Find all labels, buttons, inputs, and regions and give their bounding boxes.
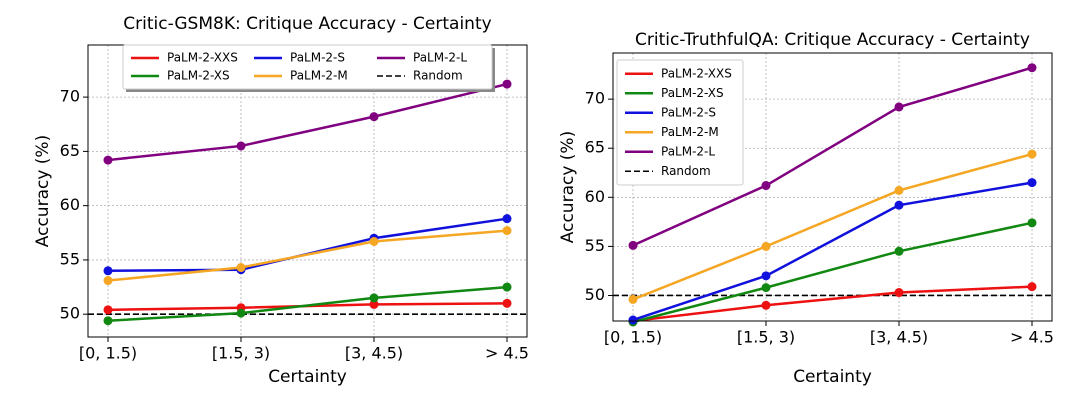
series-line	[632, 181, 1033, 322]
chart-title: Critic-TruthfulQA: Critique Accuracy - C…	[635, 30, 1030, 50]
data-point	[236, 141, 246, 151]
x-axis-label: Certainty	[793, 367, 872, 387]
legend-label: PaLM-2-L	[661, 144, 715, 158]
legend-label: PaLM-2-M	[661, 125, 719, 139]
data-point	[502, 214, 512, 224]
x-tick-label: [3, 4.5)	[345, 344, 403, 363]
data-point	[369, 299, 379, 309]
legend-label: PaLM-2-XXS	[167, 51, 238, 65]
y-axis-label: Accuracy (%)	[33, 135, 53, 247]
series-line	[107, 229, 508, 282]
y-tick-label: 50	[585, 285, 605, 304]
data-point	[761, 181, 771, 191]
y-tick-label: 70	[585, 89, 605, 108]
data-point	[502, 298, 512, 308]
x-tick-label: > 4.5	[1010, 328, 1054, 347]
y-axis-label: Accuracy (%)	[558, 131, 578, 243]
data-point	[761, 300, 771, 310]
series-line	[632, 66, 1033, 247]
y-tick-label: 55	[60, 249, 80, 268]
series-line	[107, 217, 508, 273]
series-line	[632, 221, 1033, 324]
x-tick-label: [0, 1.5)	[604, 328, 662, 347]
legend-box	[122, 44, 493, 90]
x-tick-label: [0, 1.5)	[79, 344, 137, 363]
data-point	[761, 283, 771, 293]
legend: PaLM-2-XXS PaLM-2-XS PaLM-2-S PaLM-2-M PaLM-…	[122, 44, 495, 92]
legend-label: PaLM-2-XXS	[661, 66, 732, 80]
data-point	[502, 79, 512, 89]
data-point	[103, 316, 113, 326]
legend-label: Random	[661, 164, 711, 178]
data-point	[103, 276, 113, 286]
data-point	[369, 293, 379, 303]
data-point	[1027, 149, 1037, 159]
series-line	[632, 152, 1033, 301]
x-tick-label: [3, 4.5)	[870, 328, 928, 347]
data-point	[761, 271, 771, 281]
x-tick-label: [1.5, 3)	[737, 328, 795, 347]
x-axis-label: Certainty	[268, 367, 347, 387]
y-tick-label: 60	[60, 195, 80, 214]
data-point	[1027, 63, 1037, 73]
y-tick-label: 50	[60, 304, 80, 323]
y-tick-label: 65	[60, 141, 80, 160]
x-tick-label: [1.5, 3)	[212, 344, 270, 363]
legend-box	[616, 59, 744, 186]
data-point	[894, 246, 904, 256]
y-tick-label: 70	[60, 87, 80, 106]
data-point	[103, 266, 113, 276]
data-point	[369, 112, 379, 122]
data-point	[369, 236, 379, 246]
legend-label: Random	[413, 69, 463, 83]
series-line	[107, 82, 508, 162]
legend-label: PaLM-2-M	[290, 69, 348, 83]
y-tick-label: 65	[585, 138, 605, 157]
data-point	[628, 294, 638, 304]
legend-label: PaLM-2-XS	[167, 69, 230, 83]
data-point	[894, 185, 904, 195]
legend-label: PaLM-2-L	[413, 51, 467, 65]
legend-label: PaLM-2-S	[661, 105, 716, 119]
data-point	[761, 241, 771, 251]
data-point	[628, 315, 638, 325]
data-point	[502, 226, 512, 236]
plot-frame	[612, 52, 1053, 322]
series-line	[632, 285, 1033, 323]
data-point	[1027, 282, 1037, 292]
chart-title: Critic-GSM8K: Critique Accuracy - Certai…	[123, 14, 491, 34]
legend-label: PaLM-2-S	[290, 51, 345, 65]
series-line	[107, 285, 508, 322]
data-point	[103, 305, 113, 315]
data-point	[894, 288, 904, 298]
data-point	[1027, 218, 1037, 228]
legend-label: PaLM-2-XS	[661, 86, 724, 100]
data-point	[502, 282, 512, 292]
y-tick-label: 60	[585, 187, 605, 206]
data-point	[236, 308, 246, 318]
data-point	[628, 240, 638, 250]
data-point	[103, 155, 113, 165]
x-tick-label: > 4.5	[485, 344, 529, 363]
data-point	[1027, 178, 1037, 188]
data-point	[894, 102, 904, 112]
data-point	[236, 263, 246, 273]
legend: PaLM-2-XXS PaLM-2-XS PaLM-2-S PaLM-2-M PaLM-…	[616, 59, 744, 186]
y-tick-label: 55	[585, 236, 605, 255]
data-point	[894, 200, 904, 210]
